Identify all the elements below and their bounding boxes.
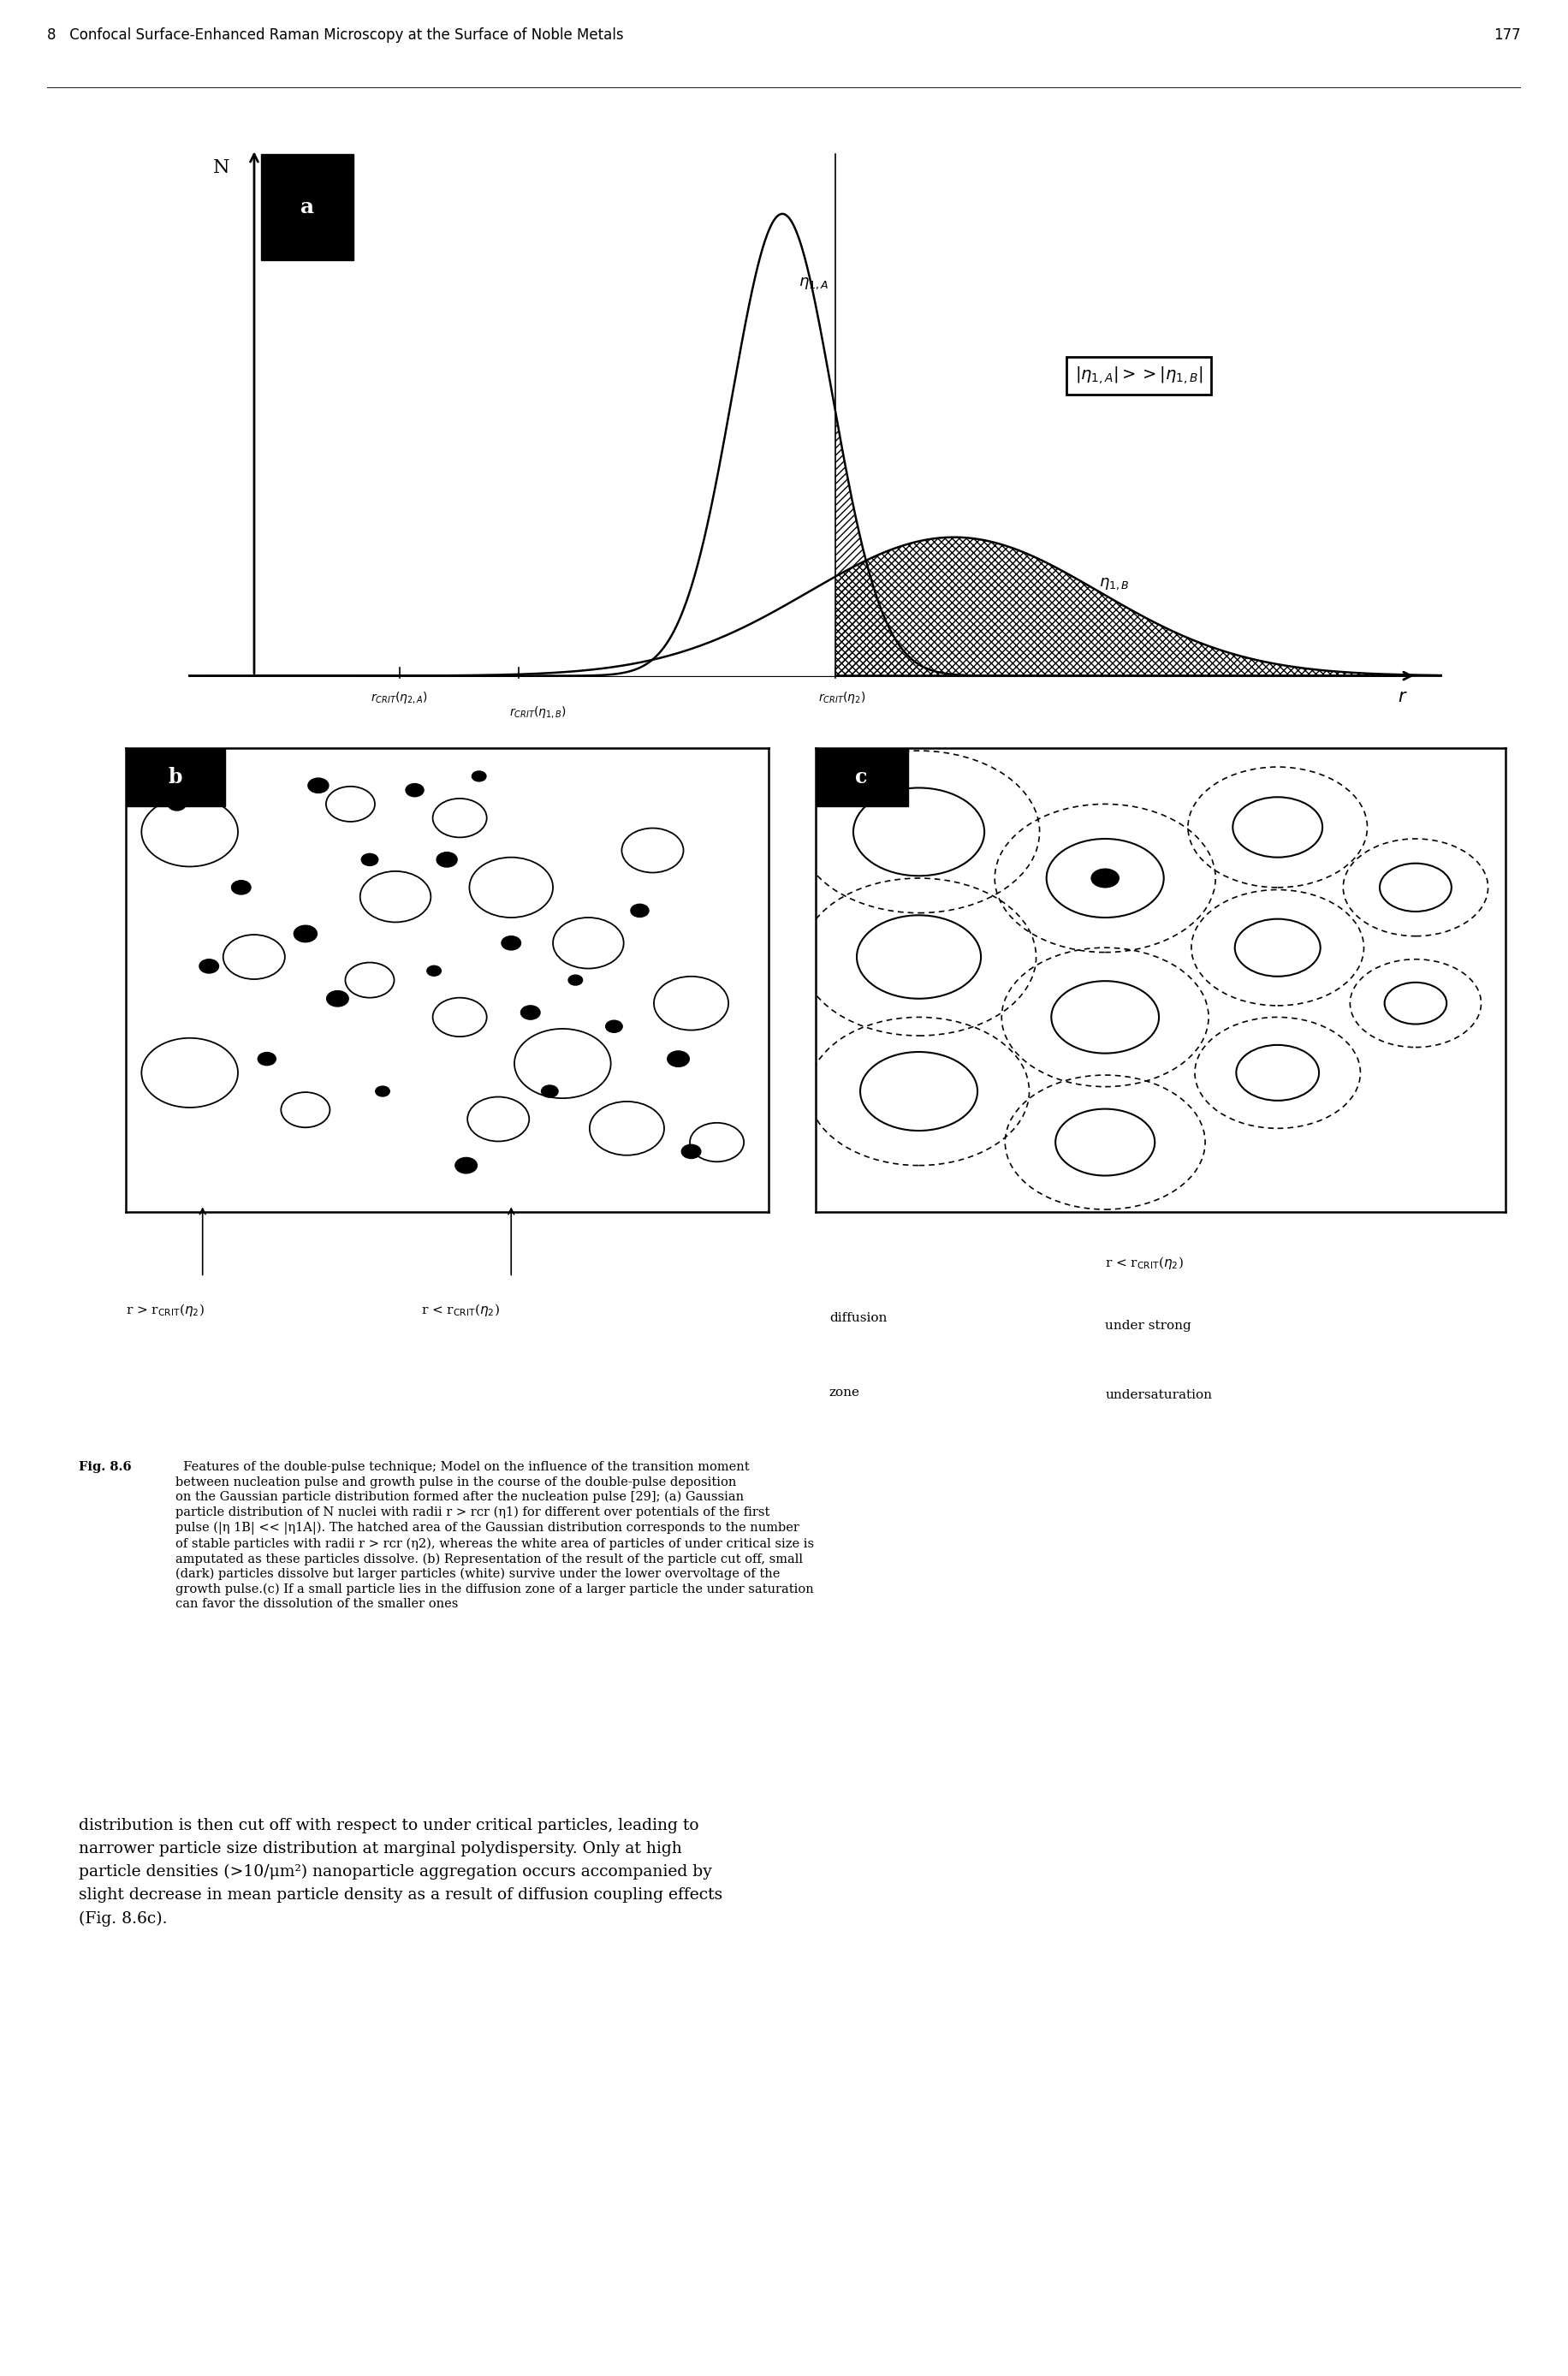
Bar — [815, 748, 908, 805]
Text: 177: 177 — [1494, 29, 1521, 43]
Circle shape — [436, 853, 458, 867]
Circle shape — [168, 798, 187, 810]
Text: $r_{CRIT}(\eta_2)$: $r_{CRIT}(\eta_2)$ — [818, 689, 866, 706]
Text: under strong: under strong — [1105, 1319, 1192, 1331]
Text: N: N — [213, 159, 229, 178]
Bar — [125, 748, 226, 805]
Circle shape — [502, 936, 521, 950]
Circle shape — [307, 777, 329, 794]
Circle shape — [426, 965, 441, 977]
Circle shape — [199, 960, 218, 974]
Text: r < r$_{\mathrm{CRIT}}$($\eta_2$): r < r$_{\mathrm{CRIT}}$($\eta_2$) — [1105, 1255, 1184, 1271]
Text: b: b — [168, 767, 182, 789]
Text: distribution is then cut off with respect to under critical particles, leading t: distribution is then cut off with respec… — [78, 1818, 723, 1927]
Circle shape — [630, 905, 649, 917]
Circle shape — [568, 974, 583, 986]
Circle shape — [668, 1050, 690, 1067]
Circle shape — [232, 881, 251, 893]
Circle shape — [406, 784, 423, 796]
Text: r > r$_{\mathrm{CRIT}}$($\eta_2$): r > r$_{\mathrm{CRIT}}$($\eta_2$) — [125, 1302, 204, 1319]
Text: undersaturation: undersaturation — [1105, 1390, 1212, 1402]
Text: c: c — [856, 767, 867, 789]
Circle shape — [541, 1086, 558, 1098]
Circle shape — [1091, 870, 1120, 886]
Circle shape — [361, 853, 378, 865]
Text: $r_{CRIT}(\eta_{1,B})$: $r_{CRIT}(\eta_{1,B})$ — [510, 706, 566, 720]
Polygon shape — [188, 577, 836, 675]
Polygon shape — [188, 214, 836, 675]
Text: a: a — [299, 197, 314, 216]
Circle shape — [257, 1053, 276, 1064]
Text: zone: zone — [829, 1388, 859, 1399]
Text: Fig. 8.6: Fig. 8.6 — [78, 1461, 132, 1473]
Circle shape — [293, 924, 317, 943]
Circle shape — [682, 1145, 701, 1159]
Circle shape — [455, 1157, 477, 1174]
Text: $|\eta_{1,A}|>>|\eta_{1,B}|$: $|\eta_{1,A}|>>|\eta_{1,B}|$ — [1074, 366, 1203, 385]
Text: $r$: $r$ — [1399, 689, 1408, 706]
Text: r < r$_{\mathrm{CRIT}}$($\eta_2$): r < r$_{\mathrm{CRIT}}$($\eta_2$) — [422, 1302, 500, 1319]
Text: $\eta_{1,A}$: $\eta_{1,A}$ — [798, 276, 829, 290]
Text: $r_{CRIT}(\eta_{2,A})$: $r_{CRIT}(\eta_{2,A})$ — [370, 689, 428, 706]
Circle shape — [521, 1005, 539, 1019]
Text: Features of the double-pulse technique; Model on the influence of the transition: Features of the double-pulse technique; … — [176, 1461, 814, 1611]
Bar — [260, 154, 353, 259]
Circle shape — [326, 991, 348, 1007]
Text: 8   Confocal Surface-Enhanced Raman Microscopy at the Surface of Noble Metals: 8 Confocal Surface-Enhanced Raman Micros… — [47, 29, 624, 43]
Text: $\eta_{1,B}$: $\eta_{1,B}$ — [1099, 575, 1131, 592]
Circle shape — [472, 772, 486, 782]
Circle shape — [375, 1086, 390, 1095]
Circle shape — [605, 1019, 622, 1034]
Text: diffusion: diffusion — [829, 1312, 887, 1323]
